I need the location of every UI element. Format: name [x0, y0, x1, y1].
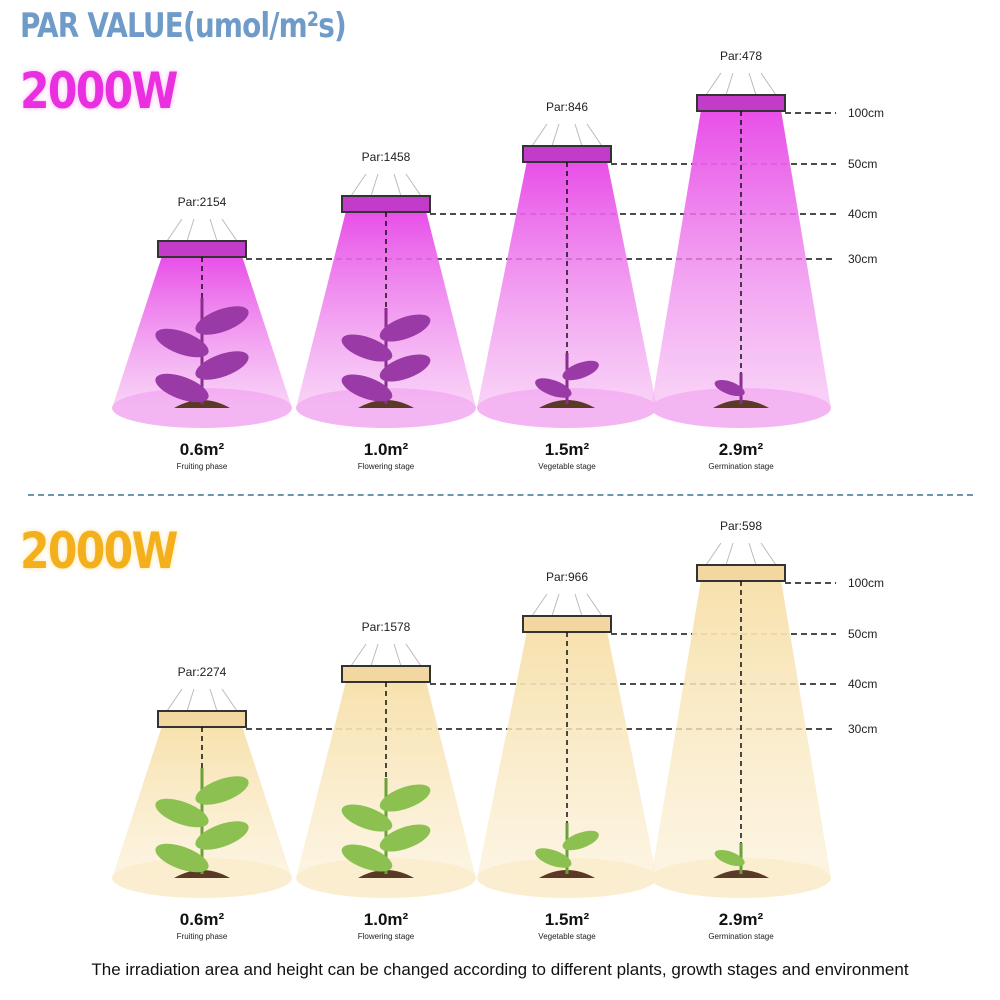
plant-leaf [155, 798, 209, 828]
par-value: Par:846 [545, 100, 589, 114]
plant-leaf [379, 314, 431, 342]
par-value: Par:598 [719, 519, 763, 533]
caption: The irradiation area and height can be c… [91, 960, 909, 979]
plant-leaf [155, 843, 209, 873]
coverage-area: 2.9m² [718, 440, 764, 459]
plant-leaf [341, 804, 393, 832]
grow-light-panel [341, 665, 431, 683]
page-title: PAR VALUE(umol/m²s) [20, 6, 347, 46]
light-cone [477, 161, 657, 408]
coverage-area: 1.5m² [544, 440, 590, 459]
height-label: 100cm [848, 106, 885, 120]
hanging-wire [166, 218, 238, 242]
hanging-wire [531, 593, 603, 617]
growth-stage: Germination stage [708, 932, 774, 941]
par-value: Par:1458 [361, 150, 411, 164]
grow-light-panel [522, 145, 612, 163]
growth-stage: Vegetable stage [538, 462, 596, 471]
plant-leaf [195, 306, 249, 335]
coverage-area: 0.6m² [179, 440, 225, 459]
section-divider [28, 494, 973, 496]
plant-leaf [535, 848, 572, 868]
grow-light-panel [341, 195, 431, 213]
plant-leaf [379, 784, 431, 812]
grow-light-panel [157, 710, 247, 728]
height-label: 40cm [848, 207, 878, 221]
grow-light-panel [157, 240, 247, 258]
plant-leaf [341, 844, 393, 872]
height-label: 30cm [848, 722, 878, 736]
height-label: 40cm [848, 677, 878, 691]
coverage-area: 1.5m² [544, 910, 590, 929]
hanging-wire [705, 542, 777, 566]
light-cone [477, 631, 657, 878]
growth-stage: Flowering stage [357, 932, 415, 941]
grow-light-panel [696, 564, 786, 582]
coverage-area: 0.6m² [179, 910, 225, 929]
coverage-area: 2.9m² [718, 910, 764, 929]
plant-leaf [195, 821, 249, 850]
grow-light-panel [696, 94, 786, 112]
growth-stage: Germination stage [708, 462, 774, 471]
plant-leaf [379, 354, 431, 382]
wattage-label-warm: 2000W [20, 522, 178, 580]
hanging-wire [705, 72, 777, 96]
plant-leaf [379, 824, 431, 852]
par-value: Par:1578 [361, 620, 411, 634]
plant-leaf [155, 373, 209, 403]
plant-leaf [341, 374, 393, 402]
par-value: Par:2154 [177, 195, 227, 209]
plant-leaf [714, 379, 745, 397]
coverage-area: 1.0m² [363, 440, 409, 459]
grow-light-panel [522, 615, 612, 633]
plant-leaf [195, 351, 249, 380]
par-value: Par:2274 [177, 665, 227, 679]
plant-leaf [341, 334, 393, 362]
growth-stage: Fruiting phase [176, 462, 228, 471]
plant-leaf [562, 360, 599, 381]
growth-stage: Vegetable stage [538, 932, 596, 941]
plant-leaf [535, 378, 572, 398]
height-label: 50cm [848, 627, 878, 641]
plant-leaf [714, 849, 745, 867]
plant-leaf [155, 328, 209, 358]
par-value: Par:966 [545, 570, 589, 584]
height-label: 50cm [848, 157, 878, 171]
growth-stage: Fruiting phase [176, 932, 228, 941]
coverage-area: 1.0m² [363, 910, 409, 929]
hanging-wire [166, 688, 238, 712]
plant-leaf [195, 776, 249, 805]
hanging-wire [350, 643, 422, 667]
hanging-wire [531, 123, 603, 147]
growth-stage: Flowering stage [357, 462, 415, 471]
height-label: 100cm [848, 576, 885, 590]
hanging-wire [350, 173, 422, 197]
plant-leaf [562, 830, 599, 851]
par-value: Par:478 [719, 49, 763, 63]
wattage-label-purple: 2000W [20, 62, 178, 120]
height-label: 30cm [848, 252, 878, 266]
